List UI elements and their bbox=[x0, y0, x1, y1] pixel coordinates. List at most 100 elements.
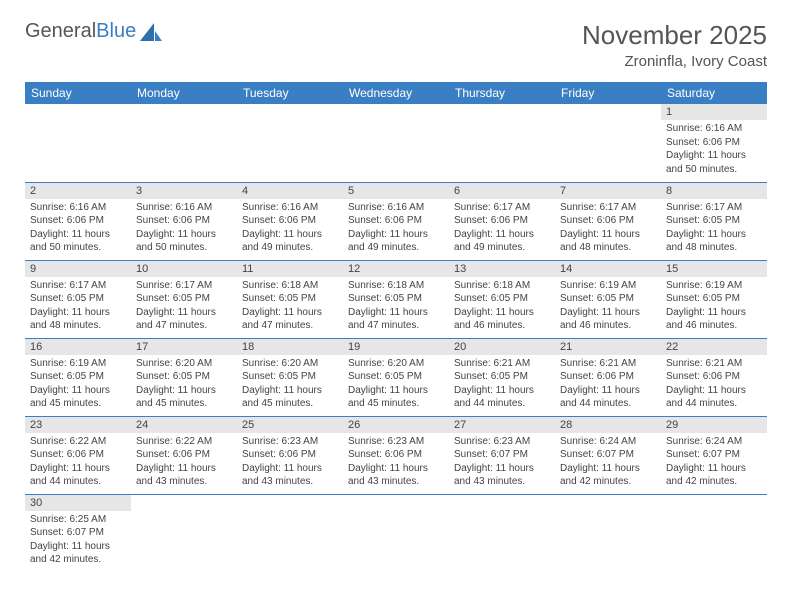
calendar-day: 27Sunrise: 6:23 AMSunset: 6:07 PMDayligh… bbox=[449, 416, 555, 494]
day-details: Sunrise: 6:23 AMSunset: 6:06 PMDaylight:… bbox=[343, 433, 449, 491]
calendar-day: 17Sunrise: 6:20 AMSunset: 6:05 PMDayligh… bbox=[131, 338, 237, 416]
month-title: November 2025 bbox=[582, 20, 767, 51]
logo: GeneralBlue bbox=[25, 20, 162, 43]
day-number: 4 bbox=[237, 183, 343, 199]
day-number: 15 bbox=[661, 261, 767, 277]
day-number: 7 bbox=[555, 183, 661, 199]
day-header: Thursday bbox=[449, 82, 555, 104]
day-header: Friday bbox=[555, 82, 661, 104]
calendar-day: 3Sunrise: 6:16 AMSunset: 6:06 PMDaylight… bbox=[131, 182, 237, 260]
calendar-day: 2Sunrise: 6:16 AMSunset: 6:06 PMDaylight… bbox=[25, 182, 131, 260]
logo-text-blue: Blue bbox=[96, 20, 136, 43]
day-number: 13 bbox=[449, 261, 555, 277]
day-number: 25 bbox=[237, 417, 343, 433]
day-number: 1 bbox=[661, 104, 767, 120]
calendar-day: 6Sunrise: 6:17 AMSunset: 6:06 PMDaylight… bbox=[449, 182, 555, 260]
day-header: Tuesday bbox=[237, 82, 343, 104]
day-number: 21 bbox=[555, 339, 661, 355]
calendar-day: 12Sunrise: 6:18 AMSunset: 6:05 PMDayligh… bbox=[343, 260, 449, 338]
day-number: 18 bbox=[237, 339, 343, 355]
day-details: Sunrise: 6:25 AMSunset: 6:07 PMDaylight:… bbox=[25, 511, 131, 569]
day-details: Sunrise: 6:17 AMSunset: 6:05 PMDaylight:… bbox=[131, 277, 237, 335]
day-details: Sunrise: 6:16 AMSunset: 6:06 PMDaylight:… bbox=[131, 199, 237, 257]
calendar-empty bbox=[25, 104, 131, 182]
day-details: Sunrise: 6:16 AMSunset: 6:06 PMDaylight:… bbox=[25, 199, 131, 257]
calendar-empty bbox=[131, 494, 237, 572]
calendar-empty bbox=[661, 494, 767, 572]
calendar-header-row: SundayMondayTuesdayWednesdayThursdayFrid… bbox=[25, 82, 767, 104]
calendar-day: 26Sunrise: 6:23 AMSunset: 6:06 PMDayligh… bbox=[343, 416, 449, 494]
day-number: 30 bbox=[25, 495, 131, 511]
calendar-body: 1Sunrise: 6:16 AMSunset: 6:06 PMDaylight… bbox=[25, 104, 767, 572]
day-number: 11 bbox=[237, 261, 343, 277]
calendar-empty bbox=[237, 104, 343, 182]
calendar-day: 7Sunrise: 6:17 AMSunset: 6:06 PMDaylight… bbox=[555, 182, 661, 260]
day-number: 28 bbox=[555, 417, 661, 433]
calendar-day: 30Sunrise: 6:25 AMSunset: 6:07 PMDayligh… bbox=[25, 494, 131, 572]
calendar-week: 2Sunrise: 6:16 AMSunset: 6:06 PMDaylight… bbox=[25, 182, 767, 260]
day-details: Sunrise: 6:17 AMSunset: 6:05 PMDaylight:… bbox=[25, 277, 131, 335]
day-number: 8 bbox=[661, 183, 767, 199]
calendar-empty bbox=[343, 494, 449, 572]
header: GeneralBlue November 2025 Zroninfla, Ivo… bbox=[25, 20, 767, 70]
day-header: Sunday bbox=[25, 82, 131, 104]
calendar-week: 23Sunrise: 6:22 AMSunset: 6:06 PMDayligh… bbox=[25, 416, 767, 494]
calendar-day: 10Sunrise: 6:17 AMSunset: 6:05 PMDayligh… bbox=[131, 260, 237, 338]
calendar-week: 16Sunrise: 6:19 AMSunset: 6:05 PMDayligh… bbox=[25, 338, 767, 416]
day-number: 3 bbox=[131, 183, 237, 199]
calendar-day: 22Sunrise: 6:21 AMSunset: 6:06 PMDayligh… bbox=[661, 338, 767, 416]
day-header: Saturday bbox=[661, 82, 767, 104]
calendar-day: 8Sunrise: 6:17 AMSunset: 6:05 PMDaylight… bbox=[661, 182, 767, 260]
day-details: Sunrise: 6:20 AMSunset: 6:05 PMDaylight:… bbox=[343, 355, 449, 413]
day-number: 10 bbox=[131, 261, 237, 277]
day-number: 29 bbox=[661, 417, 767, 433]
calendar-day: 4Sunrise: 6:16 AMSunset: 6:06 PMDaylight… bbox=[237, 182, 343, 260]
calendar-day: 20Sunrise: 6:21 AMSunset: 6:05 PMDayligh… bbox=[449, 338, 555, 416]
calendar-empty bbox=[449, 104, 555, 182]
calendar-day: 16Sunrise: 6:19 AMSunset: 6:05 PMDayligh… bbox=[25, 338, 131, 416]
calendar-table: SundayMondayTuesdayWednesdayThursdayFrid… bbox=[25, 82, 767, 572]
day-number: 2 bbox=[25, 183, 131, 199]
calendar-day: 5Sunrise: 6:16 AMSunset: 6:06 PMDaylight… bbox=[343, 182, 449, 260]
day-details: Sunrise: 6:22 AMSunset: 6:06 PMDaylight:… bbox=[131, 433, 237, 491]
day-details: Sunrise: 6:17 AMSunset: 6:06 PMDaylight:… bbox=[555, 199, 661, 257]
day-number: 16 bbox=[25, 339, 131, 355]
day-details: Sunrise: 6:19 AMSunset: 6:05 PMDaylight:… bbox=[661, 277, 767, 335]
day-details: Sunrise: 6:19 AMSunset: 6:05 PMDaylight:… bbox=[555, 277, 661, 335]
day-number: 5 bbox=[343, 183, 449, 199]
calendar-empty bbox=[343, 104, 449, 182]
calendar-day: 15Sunrise: 6:19 AMSunset: 6:05 PMDayligh… bbox=[661, 260, 767, 338]
location: Zroninfla, Ivory Coast bbox=[582, 53, 767, 70]
calendar-empty bbox=[555, 494, 661, 572]
day-details: Sunrise: 6:20 AMSunset: 6:05 PMDaylight:… bbox=[131, 355, 237, 413]
day-details: Sunrise: 6:18 AMSunset: 6:05 PMDaylight:… bbox=[449, 277, 555, 335]
day-details: Sunrise: 6:19 AMSunset: 6:05 PMDaylight:… bbox=[25, 355, 131, 413]
title-block: November 2025 Zroninfla, Ivory Coast bbox=[582, 20, 767, 70]
day-details: Sunrise: 6:16 AMSunset: 6:06 PMDaylight:… bbox=[237, 199, 343, 257]
day-number: 9 bbox=[25, 261, 131, 277]
day-details: Sunrise: 6:18 AMSunset: 6:05 PMDaylight:… bbox=[343, 277, 449, 335]
calendar-day: 14Sunrise: 6:19 AMSunset: 6:05 PMDayligh… bbox=[555, 260, 661, 338]
day-number: 20 bbox=[449, 339, 555, 355]
day-number: 23 bbox=[25, 417, 131, 433]
day-header: Wednesday bbox=[343, 82, 449, 104]
logo-text-general: General bbox=[25, 20, 96, 43]
day-details: Sunrise: 6:17 AMSunset: 6:05 PMDaylight:… bbox=[661, 199, 767, 257]
calendar-week: 1Sunrise: 6:16 AMSunset: 6:06 PMDaylight… bbox=[25, 104, 767, 182]
calendar-empty bbox=[131, 104, 237, 182]
day-details: Sunrise: 6:16 AMSunset: 6:06 PMDaylight:… bbox=[343, 199, 449, 257]
calendar-empty bbox=[555, 104, 661, 182]
calendar-empty bbox=[449, 494, 555, 572]
calendar-day: 29Sunrise: 6:24 AMSunset: 6:07 PMDayligh… bbox=[661, 416, 767, 494]
day-header: Monday bbox=[131, 82, 237, 104]
day-details: Sunrise: 6:23 AMSunset: 6:06 PMDaylight:… bbox=[237, 433, 343, 491]
calendar-week: 30Sunrise: 6:25 AMSunset: 6:07 PMDayligh… bbox=[25, 494, 767, 572]
day-details: Sunrise: 6:18 AMSunset: 6:05 PMDaylight:… bbox=[237, 277, 343, 335]
logo-sail-icon bbox=[140, 23, 162, 41]
day-details: Sunrise: 6:16 AMSunset: 6:06 PMDaylight:… bbox=[661, 120, 767, 178]
calendar-day: 18Sunrise: 6:20 AMSunset: 6:05 PMDayligh… bbox=[237, 338, 343, 416]
calendar-day: 25Sunrise: 6:23 AMSunset: 6:06 PMDayligh… bbox=[237, 416, 343, 494]
day-details: Sunrise: 6:21 AMSunset: 6:06 PMDaylight:… bbox=[555, 355, 661, 413]
calendar-day: 11Sunrise: 6:18 AMSunset: 6:05 PMDayligh… bbox=[237, 260, 343, 338]
day-details: Sunrise: 6:17 AMSunset: 6:06 PMDaylight:… bbox=[449, 199, 555, 257]
